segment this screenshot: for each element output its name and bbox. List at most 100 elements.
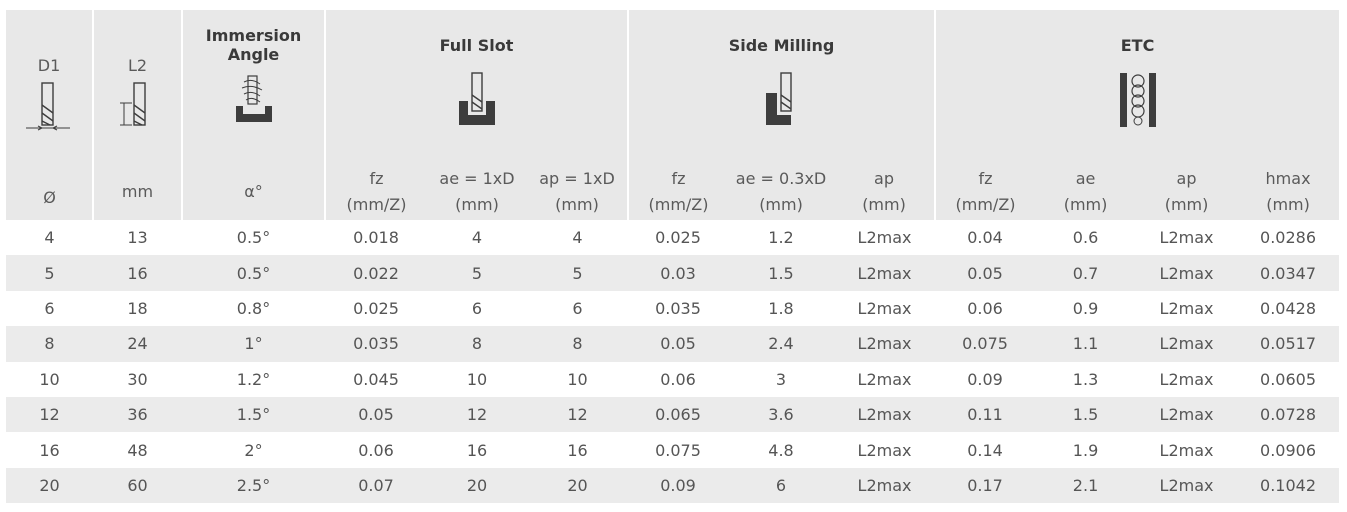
table-cell: L2max <box>1159 440 1214 460</box>
sm-ap-label: ap <box>874 169 894 188</box>
table-row: 6 18 0.8° 0.025 6 6 0.035 1.8 L2max 0.06 0.9 L2max 0… <box>6 291 1339 326</box>
table-cell: 0.035 <box>325 326 427 362</box>
table-cell: 0.0605 <box>1260 369 1317 389</box>
etc-ap-unit: (mm) <box>1164 195 1209 214</box>
table-cell: 0.5° <box>236 228 271 248</box>
table-cell: 0.075 <box>935 326 1036 362</box>
table-cell: 0.06 <box>358 440 394 460</box>
etc-fz-label: fz <box>978 169 993 188</box>
table-cell: L2max <box>1136 255 1238 291</box>
table-cell: 0.075 <box>655 440 701 460</box>
table-cell: 0.022 <box>325 255 427 291</box>
table-cell: 3 <box>775 369 787 389</box>
fs-ap-label: ap = 1xD <box>539 169 615 188</box>
table-cell: L2max <box>1136 467 1238 504</box>
table-cell: 0.7 <box>1035 255 1137 291</box>
table-cell: 0.17 <box>935 467 1036 504</box>
table-cell: 1.3 <box>1072 369 1099 389</box>
table-cell: 6 <box>44 298 55 318</box>
full-slot-title: Full Slot <box>439 36 514 55</box>
table-cell: 0.6 <box>1072 228 1099 248</box>
table-cell: 60 <box>93 467 182 504</box>
etc-fz-unit: (mm/Z) <box>955 195 1016 214</box>
table-cell: 0.05 <box>628 326 729 362</box>
fs-ae-unit: (mm) <box>455 195 499 214</box>
sm-ae-unit: (mm) <box>759 195 803 214</box>
fs-ap-unit: (mm) <box>555 195 599 214</box>
table-cell: 4 <box>471 228 483 248</box>
table-cell: 0.09 <box>967 369 1003 389</box>
table-row: 16 48 2° 0.06 16 16 0.075 4.8 L2max 0.14 1.9 L2max 0… <box>6 432 1339 467</box>
table-cell: 0.0906 <box>1260 440 1317 460</box>
table-cell: 20 <box>6 467 93 504</box>
header-etc-ae: ae (mm) <box>1035 164 1137 220</box>
cutting-data-table-container: D1 Ø L2 Immer <box>6 10 1340 504</box>
table-cell: 6 <box>572 298 583 318</box>
immersion-unit: α° <box>244 182 263 201</box>
table-cell: 2° <box>244 440 263 460</box>
table-cell: 4.8 <box>768 440 794 460</box>
d1-unit: Ø <box>43 188 56 207</box>
table-row: 12 36 1.5° 0.05 12 12 0.065 3.6 L2max 0.11 1.5 L2ma… <box>6 396 1340 433</box>
header-immersion-angle: Immersion Angle <box>182 10 326 164</box>
header-sm-ap: ap (mm) <box>834 164 937 220</box>
l2-unit: mm <box>121 182 154 201</box>
table-cell: 1.5° <box>182 396 325 433</box>
table-cell: 10 <box>567 369 588 389</box>
table-cell: 0.04 <box>967 228 1003 248</box>
table-cell: 30 <box>127 369 148 389</box>
etc-hmax-label: hmax <box>1265 169 1311 188</box>
header-fs-ae: ae = 1xD (mm) <box>427 164 527 220</box>
table-cell: L2max <box>1136 326 1238 362</box>
fs-fz-label: fz <box>369 169 384 188</box>
table-cell: L2max <box>834 396 936 433</box>
fs-fz-unit: (mm/Z) <box>346 195 407 214</box>
table-cell: L2max <box>1159 228 1214 248</box>
table-cell: L2max <box>834 467 936 504</box>
table-cell: 2.1 <box>1035 467 1137 504</box>
table-cell: 0.11 <box>935 396 1036 433</box>
table-cell: 0.8° <box>236 298 271 318</box>
header-d1-unit-cell <box>6 164 94 220</box>
table-cell: 0.9 <box>1072 298 1099 318</box>
table-cell: 0.0428 <box>1260 298 1317 318</box>
full-slot-icon <box>458 72 495 125</box>
immersion-title-1: Immersion <box>205 26 302 45</box>
sm-fz-label: fz <box>671 169 686 188</box>
table-cell: 1.5 <box>728 255 835 291</box>
header-sm-ae: ae = 0.3xD (mm) <box>728 164 835 220</box>
table-cell: 1.2 <box>768 228 794 248</box>
table-cell: 8 <box>427 326 527 362</box>
table-cell: 20 <box>427 467 527 504</box>
ramping-icon <box>235 75 272 122</box>
etc-ap-label: ap <box>1176 169 1197 188</box>
table-cell: L2max <box>857 440 912 460</box>
etc-ae-unit: (mm) <box>1063 195 1108 214</box>
table-cell: 0.025 <box>655 228 701 248</box>
table-cell: 6 <box>471 298 483 318</box>
table-cell: 18 <box>127 298 148 318</box>
table-cell: 0.0286 <box>1260 228 1317 248</box>
table-cell: 0.07 <box>325 467 427 504</box>
header-l2-unit-cell: mm <box>93 164 183 220</box>
table-cell: L2max <box>857 369 912 389</box>
table-cell: 0.045 <box>353 369 399 389</box>
table-cell: 0.025 <box>353 298 399 318</box>
table-cell: 48 <box>127 440 148 460</box>
table-cell: L2max <box>834 255 936 291</box>
table-cell: 10 <box>39 369 60 389</box>
table-row: 20 60 2.5° 0.07 20 20 0.09 6 L2max 0.17 2.1 L2max 0.… <box>6 467 1340 504</box>
cutting-data-table: D1 Ø L2 Immer <box>6 10 1340 504</box>
etc-ae-label: ae <box>1075 169 1096 188</box>
table-cell: 0.1042 <box>1237 467 1340 504</box>
header-l2: L2 <box>93 10 183 164</box>
table-cell: 2.4 <box>728 326 835 362</box>
table-cell: L2max <box>1136 396 1238 433</box>
table-cell: 1.1 <box>1035 326 1137 362</box>
header-d1: D1 Ø <box>6 10 94 207</box>
header-full-slot: Full Slot <box>325 10 630 164</box>
table-cell: 3.6 <box>728 396 835 433</box>
table-cell: 0.035 <box>655 298 701 318</box>
table-cell: 8 <box>6 326 93 362</box>
side-milling-title: Side Milling <box>728 36 835 55</box>
